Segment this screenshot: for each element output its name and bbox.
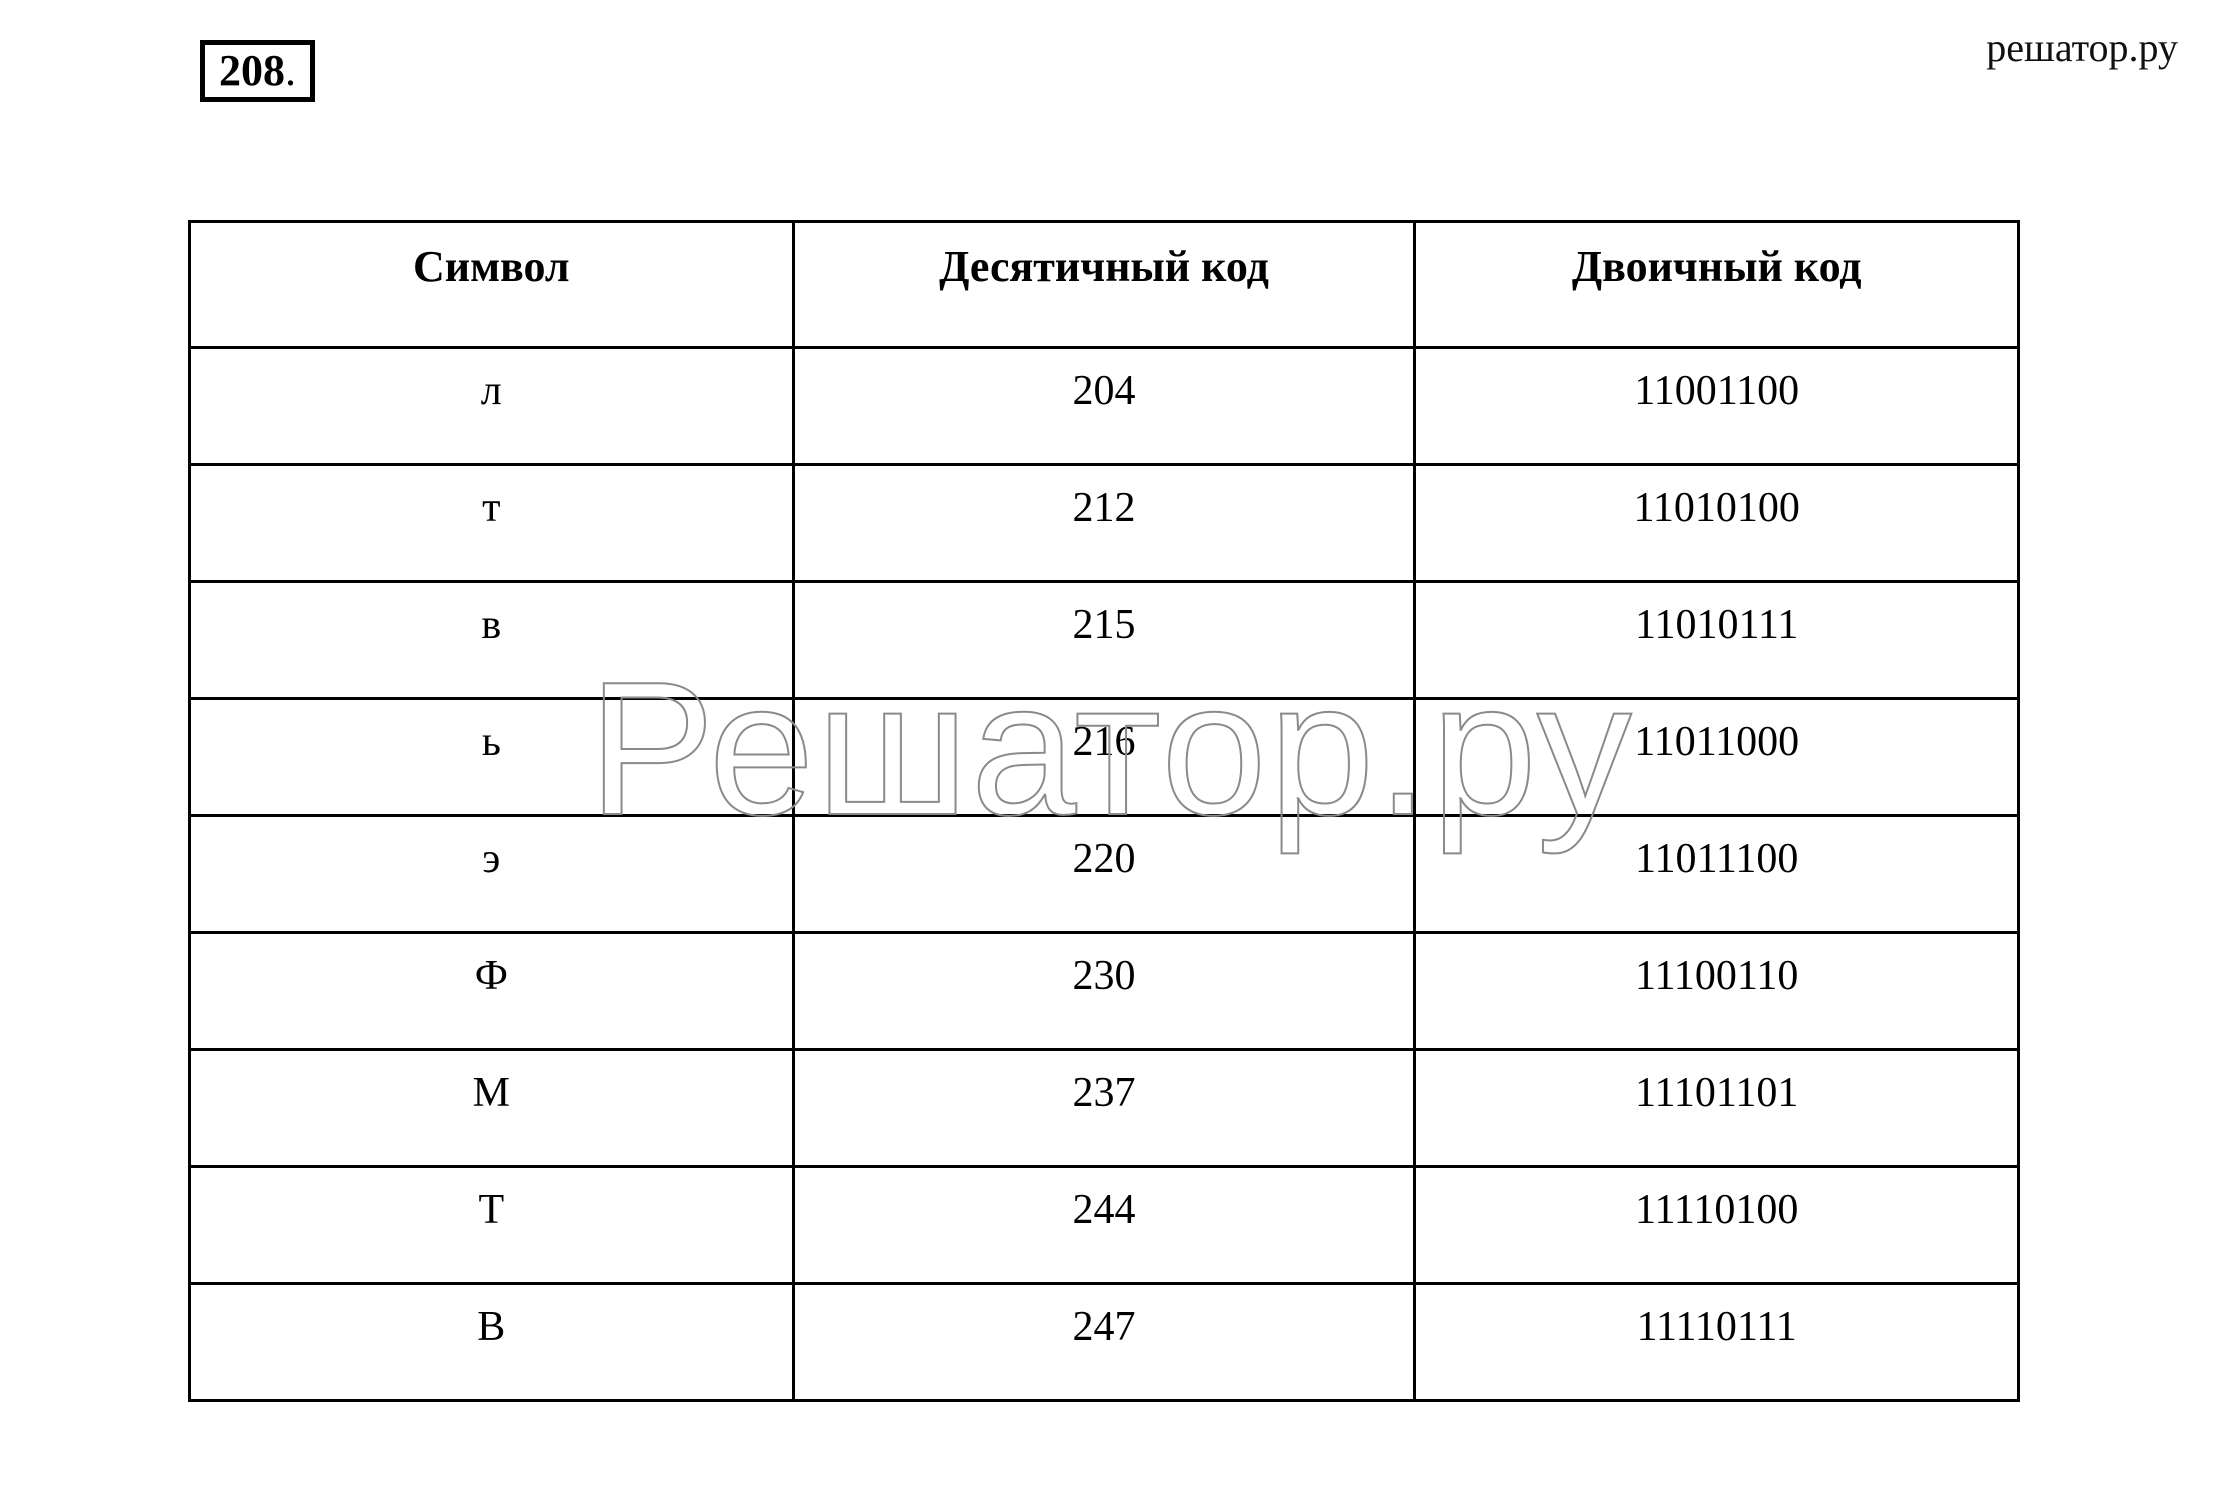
header-symbol: Символ: [190, 222, 794, 348]
cell-symbol: ь: [190, 699, 794, 816]
cell-binary: 11101101: [1415, 1050, 2019, 1167]
table-row: т 212 11010100: [190, 465, 2019, 582]
cell-binary: 11100110: [1415, 933, 2019, 1050]
table-row: ь 216 11011000: [190, 699, 2019, 816]
cell-decimal: 247: [793, 1284, 1415, 1401]
cell-decimal: 220: [793, 816, 1415, 933]
header-decimal: Десятичный код: [793, 222, 1415, 348]
cell-decimal: 237: [793, 1050, 1415, 1167]
table-row: э 220 11011100: [190, 816, 2019, 933]
cell-decimal: 204: [793, 348, 1415, 465]
cell-binary: 11001100: [1415, 348, 2019, 465]
cell-symbol: т: [190, 465, 794, 582]
cell-binary: 11110100: [1415, 1167, 2019, 1284]
table-row: л 204 11001100: [190, 348, 2019, 465]
cell-symbol: В: [190, 1284, 794, 1401]
site-name-top-right: решатор.ру: [1986, 24, 2178, 71]
problem-number-box: 208.: [200, 40, 315, 102]
cell-decimal: 215: [793, 582, 1415, 699]
code-table: Символ Десятичный код Двоичный код л 204…: [188, 220, 2020, 1402]
code-table-body: л 204 11001100 т 212 11010100 в 215 1101…: [190, 348, 2019, 1401]
code-table-container: Символ Десятичный код Двоичный код л 204…: [188, 220, 2020, 1402]
cell-binary: 11110111: [1415, 1284, 2019, 1401]
table-row: М 237 11101101: [190, 1050, 2019, 1167]
header-binary: Двоичный код: [1415, 222, 2019, 348]
cell-decimal: 244: [793, 1167, 1415, 1284]
code-table-head: Символ Десятичный код Двоичный код: [190, 222, 2019, 348]
cell-decimal: 212: [793, 465, 1415, 582]
cell-decimal: 216: [793, 699, 1415, 816]
cell-symbol: л: [190, 348, 794, 465]
table-row: Т 244 11110100: [190, 1167, 2019, 1284]
cell-binary: 11010100: [1415, 465, 2019, 582]
cell-binary: 11011000: [1415, 699, 2019, 816]
cell-symbol: в: [190, 582, 794, 699]
problem-number-dot: .: [285, 46, 296, 95]
table-row: в 215 11010111: [190, 582, 2019, 699]
cell-symbol: э: [190, 816, 794, 933]
cell-binary: 11010111: [1415, 582, 2019, 699]
problem-number: 208: [219, 46, 285, 95]
cell-symbol: М: [190, 1050, 794, 1167]
table-row: Ф 230 11100110: [190, 933, 2019, 1050]
table-header-row: Символ Десятичный код Двоичный код: [190, 222, 2019, 348]
cell-binary: 11011100: [1415, 816, 2019, 933]
cell-symbol: Ф: [190, 933, 794, 1050]
cell-symbol: Т: [190, 1167, 794, 1284]
cell-decimal: 230: [793, 933, 1415, 1050]
table-row: В 247 11110111: [190, 1284, 2019, 1401]
page: решатор.ру 208. Символ Десятичный код Дв…: [0, 0, 2222, 1485]
